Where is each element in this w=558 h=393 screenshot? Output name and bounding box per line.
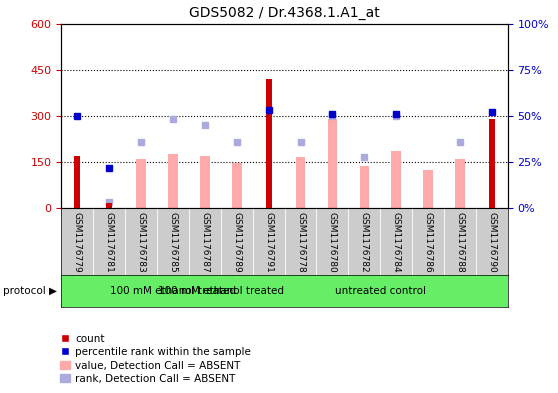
Text: GSM1176786: GSM1176786 [424,212,432,272]
Text: 100 mM ethanol treated: 100 mM ethanol treated [110,286,236,296]
Bar [391,151,401,208]
Text: GSM1176785: GSM1176785 [169,212,177,272]
Bar [455,159,465,208]
Bar [200,156,210,208]
Bar [168,154,178,208]
Text: GSM1176789: GSM1176789 [232,212,241,272]
Bar [266,79,272,208]
Bar [136,159,146,208]
Text: GSM1176778: GSM1176778 [296,212,305,272]
Text: GSM1176783: GSM1176783 [137,212,146,272]
Text: GSM1176787: GSM1176787 [200,212,209,272]
Bar [285,275,508,307]
Text: GSM1176779: GSM1176779 [73,212,82,272]
Bar [489,119,495,208]
Text: 100 mM ethanol treated: 100 mM ethanol treated [158,286,284,296]
Bar [61,275,285,307]
Text: GSM1176780: GSM1176780 [328,212,337,272]
Text: GSM1176788: GSM1176788 [455,212,464,272]
Text: protocol ▶: protocol ▶ [3,286,57,296]
Text: GSM1176781: GSM1176781 [105,212,114,272]
Text: GSM1176782: GSM1176782 [360,212,369,272]
Bar [424,170,433,208]
Text: GSM1176784: GSM1176784 [392,212,401,272]
Text: GSM1176791: GSM1176791 [264,212,273,272]
Bar [359,166,369,208]
Bar [232,163,242,208]
Legend: count, percentile rank within the sample, value, Detection Call = ABSENT, rank, : count, percentile rank within the sample… [55,330,255,388]
Text: GSM1176790: GSM1176790 [487,212,496,272]
Bar [328,119,337,208]
Text: untreated control: untreated control [335,286,426,296]
Title: GDS5082 / Dr.4368.1.A1_at: GDS5082 / Dr.4368.1.A1_at [189,6,380,20]
Bar [74,156,80,208]
Bar [107,203,112,208]
Bar [296,158,305,208]
